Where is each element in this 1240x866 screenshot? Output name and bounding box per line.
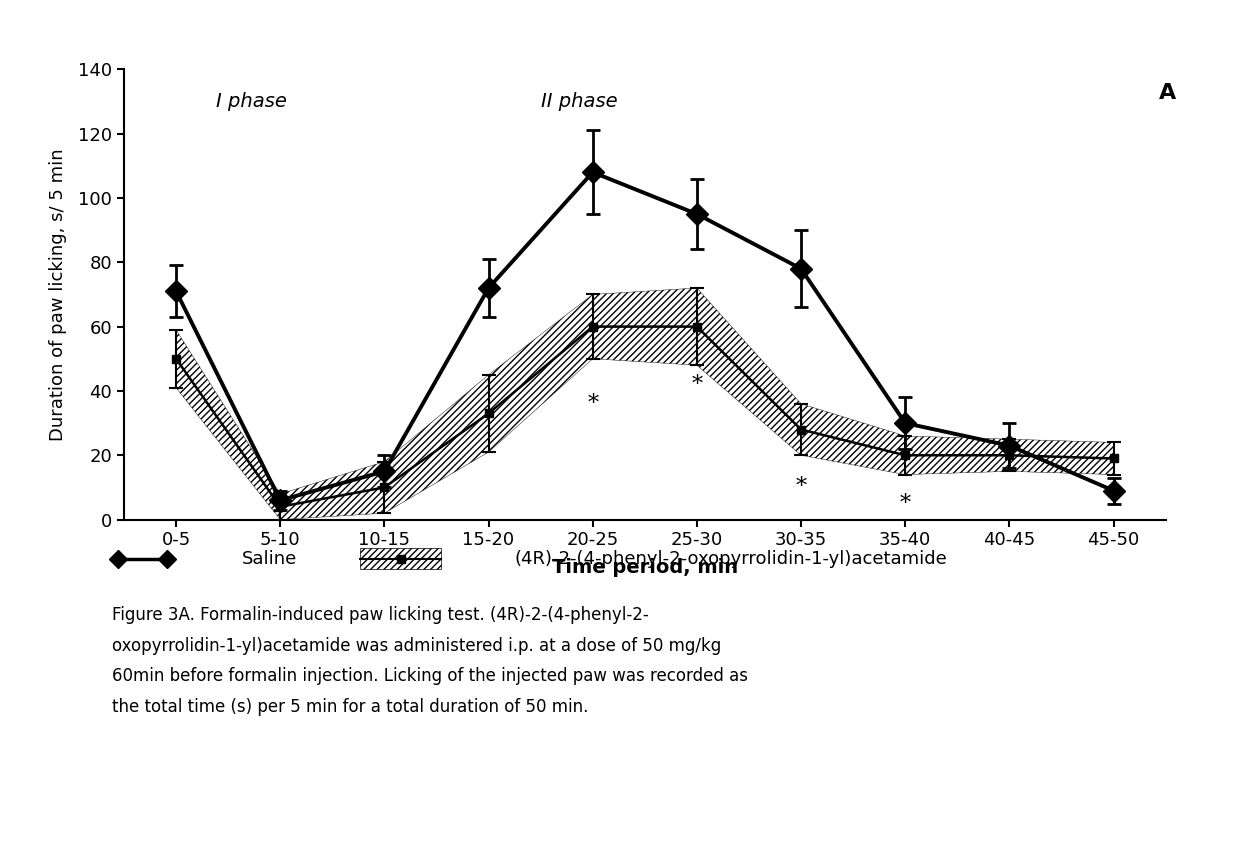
Text: Saline: Saline	[242, 550, 298, 567]
Text: II phase: II phase	[541, 92, 618, 111]
Text: I phase: I phase	[216, 92, 286, 111]
Bar	[360, 548, 441, 569]
Text: *: *	[588, 393, 598, 415]
Text: *: *	[900, 493, 910, 514]
Y-axis label: Duration of paw licking, s/ 5 min: Duration of paw licking, s/ 5 min	[48, 148, 67, 441]
Text: *: *	[796, 476, 806, 499]
Text: A: A	[1158, 83, 1176, 103]
X-axis label: Time period, min: Time period, min	[552, 558, 738, 577]
Text: Figure 3A. Formalin-induced paw licking test. (4R)-2-(4-phenyl-2-
oxopyrrolidin-: Figure 3A. Formalin-induced paw licking …	[112, 606, 748, 716]
Text: (4R)-2-(4-phenyl-2-oxopyrrolidin-1-yl)acetamide: (4R)-2-(4-phenyl-2-oxopyrrolidin-1-yl)ac…	[515, 550, 947, 567]
Text: *: *	[692, 373, 702, 396]
